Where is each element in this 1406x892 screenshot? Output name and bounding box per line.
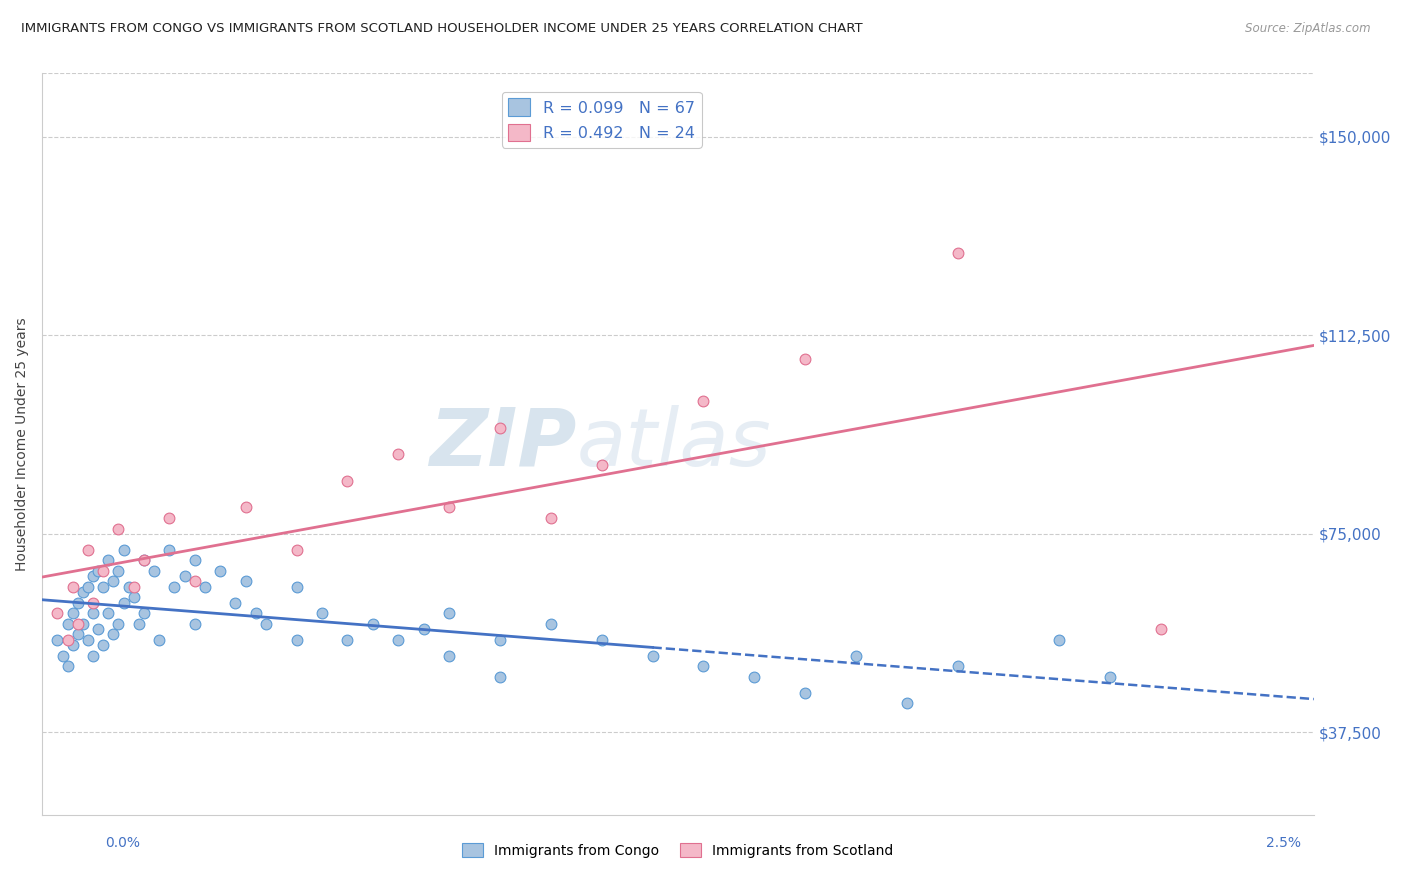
Point (946, 246, 969, 260)
Point (56, 659, 79, 673)
Point (184, 574, 207, 589)
Point (489, 421, 512, 435)
Point (163, 580, 186, 594)
Point (132, 607, 155, 621)
Text: Source: ZipAtlas.com: Source: ZipAtlas.com (1246, 22, 1371, 36)
Point (641, 648, 664, 663)
Point (66, 616, 89, 631)
Point (845, 648, 868, 663)
Point (82, 607, 104, 621)
Point (946, 659, 969, 673)
Point (112, 596, 135, 610)
Point (66, 596, 89, 610)
Text: IMMIGRANTS FROM CONGO VS IMMIGRANTS FROM SCOTLAND HOUSEHOLDER INCOME UNDER 25 YE: IMMIGRANTS FROM CONGO VS IMMIGRANTS FROM… (21, 22, 863, 36)
Point (387, 447, 409, 461)
Text: ZIP: ZIP (429, 405, 576, 483)
Point (87, 622, 110, 636)
Legend: R = 0.099   N = 67, R = 0.492   N = 24: R = 0.099 N = 67, R = 0.492 N = 24 (502, 92, 702, 148)
Point (489, 632, 512, 647)
Point (103, 574, 125, 589)
Point (82, 569, 104, 583)
Text: 2.5%: 2.5% (1265, 836, 1301, 850)
Point (87, 564, 110, 578)
Point (194, 580, 217, 594)
Point (896, 696, 918, 710)
Point (591, 458, 613, 472)
Point (173, 569, 195, 583)
Point (62, 580, 84, 594)
Point (437, 607, 460, 621)
Point (235, 574, 257, 589)
Point (77, 542, 100, 557)
Point (66, 627, 89, 641)
Point (285, 580, 308, 594)
Point (112, 542, 135, 557)
Point (157, 542, 180, 557)
Point (387, 632, 409, 647)
Point (437, 648, 460, 663)
Point (692, 659, 714, 673)
Point (46, 607, 69, 621)
Point (72, 585, 94, 599)
Point (97, 553, 120, 567)
Point (184, 553, 207, 567)
Point (51, 648, 73, 663)
Point (118, 580, 141, 594)
Point (336, 474, 359, 488)
Point (412, 622, 434, 636)
Point (1099, 670, 1122, 684)
Point (107, 522, 129, 536)
Point (103, 627, 125, 641)
Point (235, 500, 257, 515)
Point (91, 564, 114, 578)
Text: 0.0%: 0.0% (105, 836, 141, 850)
Point (77, 580, 100, 594)
Point (361, 616, 384, 631)
Point (97, 607, 120, 621)
Point (148, 632, 170, 647)
Point (285, 632, 308, 647)
Point (82, 596, 104, 610)
Point (107, 564, 129, 578)
Point (540, 511, 562, 525)
Point (336, 632, 359, 647)
Point (62, 638, 84, 652)
Point (62, 607, 84, 621)
Point (132, 553, 155, 567)
Point (1150, 622, 1173, 636)
Point (591, 632, 613, 647)
Text: atlas: atlas (576, 405, 770, 483)
Y-axis label: Householder Income Under 25 years: Householder Income Under 25 years (15, 317, 30, 571)
Point (794, 686, 817, 700)
Point (82, 648, 104, 663)
Point (692, 394, 714, 409)
Point (143, 564, 166, 578)
Point (77, 632, 100, 647)
Point (72, 616, 94, 631)
Point (437, 500, 460, 515)
Point (184, 616, 207, 631)
Point (56, 632, 79, 647)
Point (132, 553, 155, 567)
Point (157, 511, 180, 525)
Point (254, 616, 277, 631)
Point (311, 607, 333, 621)
Point (91, 580, 114, 594)
Point (209, 564, 232, 578)
Point (245, 607, 267, 621)
Point (107, 616, 129, 631)
Point (128, 616, 150, 631)
Point (540, 616, 562, 631)
Point (794, 351, 817, 366)
Point (56, 616, 79, 631)
Point (46, 632, 69, 647)
Point (1049, 632, 1071, 647)
Point (224, 596, 246, 610)
Point (285, 542, 308, 557)
Point (122, 591, 145, 605)
Point (91, 638, 114, 652)
Point (489, 670, 512, 684)
Point (122, 580, 145, 594)
Point (742, 670, 765, 684)
